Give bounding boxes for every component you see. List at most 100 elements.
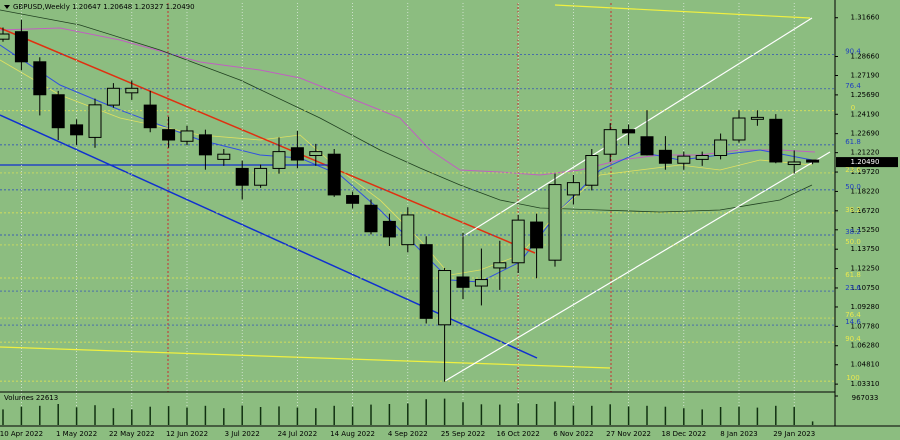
y-tick-label: 1.28660 xyxy=(851,53,880,61)
y-tick-label: 1.18220 xyxy=(851,187,880,195)
candle-body xyxy=(217,153,231,160)
volume-title: Volumes 22613 xyxy=(4,394,58,402)
candle-body xyxy=(327,153,341,196)
x-tick-label: 1 May 2022 xyxy=(56,430,97,438)
price-marker-label: 1.20490 xyxy=(851,158,880,166)
chart-title: GBPUSD,Weekly 1.20647 1.20648 1.20327 1.… xyxy=(13,3,195,11)
x-tick-label: 10 Apr 2022 xyxy=(0,430,43,438)
v-tick-label: 967033 xyxy=(852,394,879,402)
x-tick-label: 12 Jun 2022 xyxy=(166,430,208,438)
candle-body xyxy=(585,154,599,186)
x-tick-label: 16 Oct 2022 xyxy=(497,430,540,438)
candle-body xyxy=(806,159,820,163)
y-tick-label: 1.04810 xyxy=(851,361,880,369)
y-tick-label: 1.22690 xyxy=(851,130,880,138)
y-tick-label: 1.16720 xyxy=(851,207,880,215)
candle-body xyxy=(14,31,28,63)
candle-body xyxy=(0,33,10,40)
y-tick-label: 1.06280 xyxy=(851,342,880,350)
candle-body xyxy=(143,104,157,129)
candle-body xyxy=(714,139,728,156)
y-tick-label: 1.15250 xyxy=(851,226,880,234)
y-tick-label: 1.21220 xyxy=(851,149,880,157)
y-tick-label: 1.19720 xyxy=(851,168,880,176)
candle-body xyxy=(401,214,415,246)
fib-label: 61.8 xyxy=(845,271,861,279)
fib-label: 90.4 xyxy=(845,48,861,56)
candle-body xyxy=(566,182,580,196)
x-tick-label: 8 Jan 2023 xyxy=(720,430,758,438)
candle-body xyxy=(309,151,323,156)
fib-label: 23.6 xyxy=(845,284,861,292)
candle-body xyxy=(769,118,783,163)
trend-line xyxy=(554,4,811,19)
candle-body xyxy=(290,147,304,161)
y-tick-label: 1.03310 xyxy=(851,380,880,388)
x-tick-label: 3 Jul 2022 xyxy=(225,430,260,438)
fib-label: 50.0 xyxy=(845,183,861,191)
candle-body xyxy=(106,87,120,106)
candle-body xyxy=(125,87,139,94)
candle-body xyxy=(787,161,801,166)
candle-body xyxy=(603,129,617,155)
x-tick-label: 18 Dec 2022 xyxy=(661,430,706,438)
menu-icon xyxy=(4,5,10,9)
candle-body xyxy=(750,116,764,120)
y-tick-label: 1.12250 xyxy=(851,265,880,273)
candle-body xyxy=(198,134,212,156)
candle-body xyxy=(530,221,544,249)
candle-body xyxy=(438,270,452,326)
x-tick-label: 14 Aug 2022 xyxy=(330,430,375,438)
candle-body xyxy=(456,276,470,288)
candle-body xyxy=(548,184,562,261)
candle-body xyxy=(272,151,286,169)
candle-body xyxy=(640,136,654,156)
y-tick-label: 1.31660 xyxy=(851,14,880,22)
fib-label: 38.2 xyxy=(845,228,861,236)
fib-label: 23.6 xyxy=(845,166,861,174)
candle-body xyxy=(511,219,525,264)
y-tick-label: 1.07780 xyxy=(851,322,880,330)
x-tick-label: 29 Jan 2023 xyxy=(773,430,815,438)
candle-body xyxy=(622,129,636,134)
trend-line xyxy=(0,27,536,254)
y-tick-label: 1.27190 xyxy=(851,72,880,80)
candle-body xyxy=(695,154,709,160)
candle-body xyxy=(474,279,488,287)
y-tick-label: 1.13750 xyxy=(851,245,880,253)
x-tick-label: 22 May 2022 xyxy=(109,430,155,438)
candle-body xyxy=(180,130,194,142)
fib-label: 76.4 xyxy=(845,82,861,90)
fib-label: 90.4 xyxy=(845,335,861,343)
candle-body xyxy=(162,129,176,141)
candle-body xyxy=(419,244,433,319)
x-tick-label: 25 Sep 2022 xyxy=(441,430,485,438)
candle-body xyxy=(382,220,396,238)
y-tick-label: 1.10750 xyxy=(851,284,880,292)
x-tick-label: 6 Nov 2022 xyxy=(553,430,593,438)
trend-line xyxy=(0,346,611,369)
candle-body xyxy=(732,117,746,141)
fib-label: 50.0 xyxy=(845,238,861,246)
x-tick-label: 27 Nov 2022 xyxy=(606,430,651,438)
y-tick-label: 1.24190 xyxy=(851,110,880,118)
y-tick-label: 1.25690 xyxy=(851,91,880,99)
candle-body xyxy=(254,167,268,186)
y-tick-label: 1.09280 xyxy=(851,303,880,311)
candle-body xyxy=(51,94,65,129)
fib-label: 14.6 xyxy=(845,318,861,326)
x-tick-label: 4 Sep 2022 xyxy=(388,430,428,438)
candle-body xyxy=(70,124,84,136)
price-marker xyxy=(836,157,898,168)
candle-body xyxy=(235,167,249,186)
candle-body xyxy=(33,61,47,96)
candle-body xyxy=(677,155,691,164)
fib-label: 38.2 xyxy=(845,206,861,214)
candle-body xyxy=(88,104,102,138)
fib-label: 100 xyxy=(846,374,859,382)
fib-label: 61.8 xyxy=(845,138,861,146)
fib-label: 76.4 xyxy=(845,311,861,319)
candle-body xyxy=(346,195,360,204)
